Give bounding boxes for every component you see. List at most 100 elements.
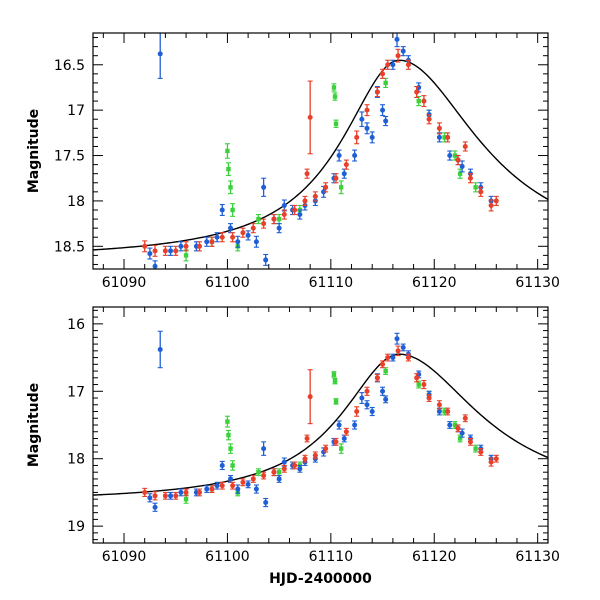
data-point-blue (276, 223, 282, 234)
data-point-blue (214, 232, 220, 243)
data-point-red (445, 132, 451, 143)
data-point-red (271, 468, 277, 477)
data-point-red (152, 244, 158, 257)
data-point-blue (390, 59, 396, 70)
bottom-panel: 61090 61100 61110 61120 61130 16 17 18 19 Magnitu… (26, 306, 560, 587)
data-point-blue (400, 343, 406, 352)
data-point-red (312, 451, 318, 460)
data-point-red (414, 373, 420, 383)
data-point-green (331, 371, 337, 378)
y-tick-label: 16 (67, 317, 85, 333)
data-point-red (493, 454, 499, 463)
data-point-red (436, 400, 442, 410)
data-point-red (405, 353, 411, 362)
data-point-red (142, 487, 148, 498)
data-point-red (493, 195, 499, 207)
x-tick-label: 61110 (309, 549, 354, 565)
data-point-red (343, 427, 349, 436)
x-axis-title: HJD-2400000 (269, 571, 372, 587)
data-point-red (405, 59, 411, 70)
data-point-red (173, 245, 179, 256)
data-point-red (292, 461, 298, 470)
data-point-red (230, 481, 236, 490)
data-point-blue (364, 400, 370, 410)
data-point-blue (352, 420, 358, 430)
data-point-red (395, 48, 401, 63)
data-point-red (467, 173, 473, 184)
data-point-blue (276, 475, 282, 483)
data-point-red (414, 86, 420, 98)
y-tick-label: 18.5 (54, 239, 85, 255)
data-point-blue (281, 457, 287, 467)
data-point-red (271, 213, 277, 225)
data-point-red (281, 464, 287, 473)
data-point-red (302, 454, 308, 463)
data-point-red (426, 114, 432, 125)
data-point-green (183, 249, 189, 262)
data-point-blue (147, 247, 153, 260)
data-point-blue (400, 46, 406, 57)
data-point-blue (297, 209, 303, 220)
data-point-blue (178, 488, 184, 497)
data-point-green (383, 77, 389, 89)
data-point-green (276, 213, 282, 225)
data-point-blue (281, 199, 287, 212)
data-point-red (240, 478, 246, 487)
data-point-red (354, 130, 360, 145)
data-point-red (380, 68, 386, 79)
data-point-blue (178, 241, 184, 252)
data-point-red (323, 444, 329, 453)
data-point-red (385, 59, 391, 70)
data-point-red (426, 394, 432, 402)
data-point-green (255, 213, 261, 225)
data-point-red (323, 182, 329, 193)
data-point-blue (436, 132, 442, 143)
data-point-blue (147, 493, 153, 503)
data-point-red (197, 488, 203, 497)
data-point-blue (369, 406, 375, 417)
data-point-red (250, 223, 256, 234)
data-point-red (219, 481, 225, 490)
y-tick-label: 16.5 (54, 58, 85, 74)
data-point-red (445, 407, 451, 416)
data-point-red (455, 154, 461, 166)
data-point-red (304, 434, 310, 443)
data-point-blue (253, 235, 259, 248)
data-point-green (224, 143, 230, 159)
data-point-red (209, 236, 215, 247)
data-point-red (354, 406, 360, 417)
data-point-blue (459, 428, 465, 438)
data-point-blue (219, 460, 225, 471)
data-point-red (230, 232, 236, 243)
data-point-red (467, 437, 473, 446)
data-point-red (374, 373, 380, 382)
data-point-green (338, 443, 344, 454)
data-point-green (473, 182, 479, 193)
data-point-red (307, 369, 313, 425)
y-tick-label: 17 (67, 103, 85, 119)
data-point-red (343, 159, 349, 170)
data-point-blue (359, 111, 365, 128)
data-point-blue (364, 122, 370, 135)
data-point-red (333, 173, 339, 184)
data-point-red (364, 386, 370, 396)
x-tick-label: 61110 (309, 275, 354, 291)
data-point-red (209, 485, 215, 493)
data-point-green (338, 180, 344, 195)
data-point-red (395, 345, 401, 357)
data-point-blue (245, 480, 251, 489)
data-point-blue (253, 484, 259, 494)
x-tick-label: 61090 (102, 275, 147, 291)
y-tick-label: 17.5 (54, 149, 85, 165)
data-point-blue (383, 395, 389, 404)
top-panel: 61090 61100 61110 61120 61130 16.5 17 17.5 18 18.… (26, 32, 560, 291)
data-point-green (333, 398, 339, 405)
data-point-green (276, 468, 282, 477)
data-point-green (457, 434, 463, 443)
data-point-blue (390, 353, 396, 362)
data-point-red (142, 240, 148, 253)
y-axis-title: Magnitude (26, 383, 42, 467)
data-point-blue (380, 104, 386, 117)
data-point-red (462, 141, 468, 152)
